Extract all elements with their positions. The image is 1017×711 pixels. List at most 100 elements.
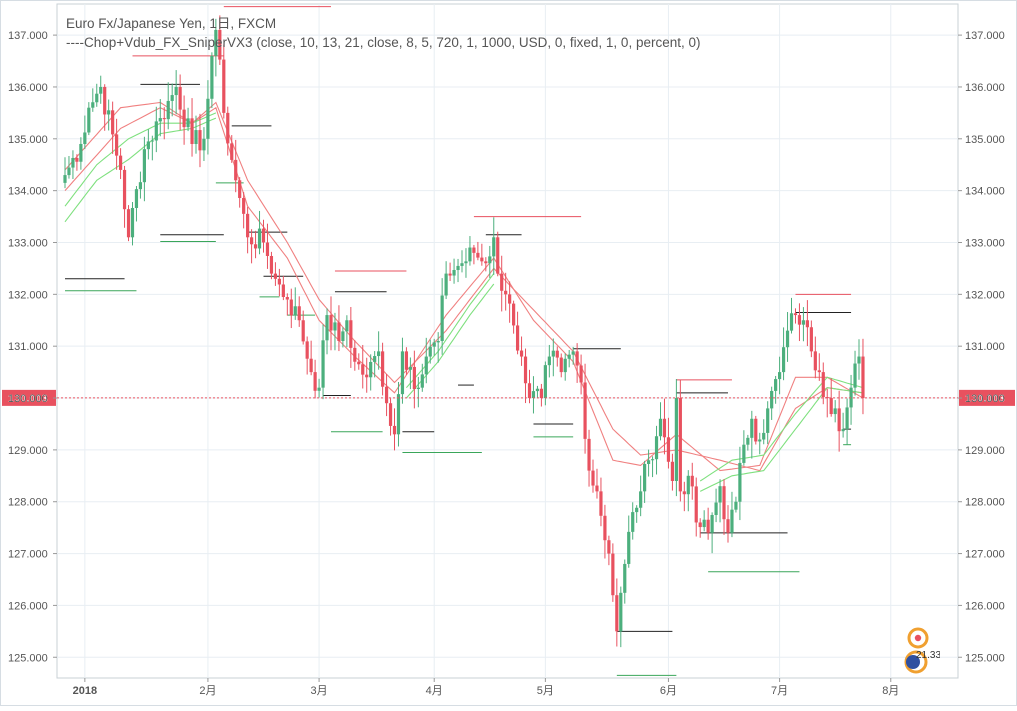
- candle-up[interactable]: [750, 418, 754, 438]
- candle-down[interactable]: [253, 244, 258, 249]
- candle-down[interactable]: [309, 358, 313, 373]
- candle-up[interactable]: [424, 356, 428, 375]
- candle-up[interactable]: [674, 398, 678, 481]
- candle-down[interactable]: [273, 273, 278, 279]
- candle-down[interactable]: [829, 398, 833, 415]
- candle-up[interactable]: [317, 387, 321, 391]
- candle-up[interactable]: [742, 444, 746, 463]
- candle-up[interactable]: [369, 361, 373, 378]
- candle-up[interactable]: [571, 351, 575, 355]
- candle-down[interactable]: [603, 515, 607, 541]
- candle-down[interactable]: [559, 357, 563, 373]
- candle-up[interactable]: [841, 429, 845, 432]
- candle-down[interactable]: [198, 130, 202, 151]
- candle-down[interactable]: [825, 397, 829, 399]
- candle-up[interactable]: [400, 351, 405, 395]
- candle-down[interactable]: [599, 491, 603, 516]
- candle-down[interactable]: [182, 109, 186, 128]
- candle-up[interactable]: [138, 182, 143, 190]
- candle-down[interactable]: [178, 86, 182, 110]
- candle-down[interactable]: [126, 209, 131, 238]
- candle-up[interactable]: [785, 330, 790, 348]
- candle-up[interactable]: [492, 237, 496, 257]
- candle-down[interactable]: [448, 273, 452, 276]
- candle-down[interactable]: [754, 418, 758, 442]
- candle-down[interactable]: [111, 110, 115, 135]
- candle-up[interactable]: [456, 265, 460, 271]
- candle-down[interactable]: [381, 351, 385, 387]
- candle-up[interactable]: [531, 391, 536, 399]
- candle-down[interactable]: [277, 278, 281, 285]
- candle-down[interactable]: [234, 159, 238, 181]
- candle-down[interactable]: [472, 247, 476, 253]
- candle-down[interactable]: [218, 29, 222, 60]
- candle-up[interactable]: [373, 356, 377, 362]
- candle-up[interactable]: [63, 175, 67, 183]
- candle-down[interactable]: [249, 237, 254, 245]
- candle-down[interactable]: [591, 470, 595, 486]
- candle-up[interactable]: [333, 322, 337, 331]
- candle-down[interactable]: [392, 425, 397, 435]
- candle-up[interactable]: [154, 121, 158, 141]
- candle-up[interactable]: [396, 394, 401, 435]
- candle-down[interactable]: [190, 118, 194, 144]
- candle-up[interactable]: [762, 432, 766, 440]
- candle-up[interactable]: [214, 29, 218, 56]
- candle-down[interactable]: [122, 169, 127, 210]
- candle-up[interactable]: [345, 320, 349, 332]
- candle-down[interactable]: [793, 313, 798, 316]
- candle-down[interactable]: [337, 322, 341, 341]
- candle-up[interactable]: [646, 460, 651, 464]
- candle-down[interactable]: [817, 370, 821, 373]
- candle-down[interactable]: [480, 257, 484, 262]
- candle-down[interactable]: [682, 491, 686, 495]
- candle-down[interactable]: [706, 519, 710, 533]
- candle-down[interactable]: [694, 486, 698, 523]
- candle-up[interactable]: [766, 408, 770, 433]
- candle-down[interactable]: [265, 242, 270, 256]
- candle-down[interactable]: [281, 284, 285, 298]
- candle-up[interactable]: [158, 118, 162, 122]
- candle-up[interactable]: [130, 207, 135, 238]
- candle-down[interactable]: [515, 325, 520, 351]
- candle-down[interactable]: [162, 118, 166, 120]
- candle-down[interactable]: [512, 303, 516, 326]
- candle-down[interactable]: [361, 364, 365, 375]
- candle-up[interactable]: [710, 515, 714, 533]
- candle-down[interactable]: [504, 290, 508, 295]
- candle-up[interactable]: [635, 507, 639, 513]
- candle-up[interactable]: [746, 437, 750, 445]
- candle-up[interactable]: [420, 374, 424, 388]
- legend-symbol-title[interactable]: Euro Fx/Japanese Yen, 1日, FXCM: [66, 16, 277, 31]
- candle-down[interactable]: [666, 437, 671, 462]
- candle-up[interactable]: [67, 167, 71, 176]
- candle-down[interactable]: [305, 341, 309, 359]
- candle-up[interactable]: [428, 346, 432, 357]
- candle-down[interactable]: [670, 461, 675, 481]
- candle-down[interactable]: [797, 315, 802, 325]
- candle-up[interactable]: [150, 140, 154, 142]
- candle-down[interactable]: [103, 86, 107, 115]
- candle-up[interactable]: [341, 331, 345, 341]
- candle-up[interactable]: [563, 358, 567, 373]
- candle-up[interactable]: [468, 247, 472, 262]
- candle-down[interactable]: [508, 294, 512, 304]
- candle-up[interactable]: [718, 486, 722, 503]
- candle-up[interactable]: [95, 93, 99, 103]
- candle-down[interactable]: [523, 356, 528, 384]
- candle-down[interactable]: [329, 315, 333, 331]
- candle-up[interactable]: [714, 502, 718, 516]
- candles[interactable]: [63, 15, 865, 648]
- candle-up[interactable]: [758, 439, 762, 442]
- candle-down[interactable]: [226, 112, 230, 144]
- candle-up[interactable]: [377, 351, 381, 357]
- candle-down[interactable]: [837, 408, 841, 432]
- candle-up[interactable]: [99, 86, 103, 94]
- candle-down[interactable]: [698, 522, 702, 528]
- candle-down[interactable]: [404, 351, 409, 370]
- candle-down[interactable]: [353, 347, 357, 362]
- candle-up[interactable]: [170, 95, 174, 101]
- candle-up[interactable]: [738, 462, 742, 502]
- candle-down[interactable]: [583, 382, 587, 439]
